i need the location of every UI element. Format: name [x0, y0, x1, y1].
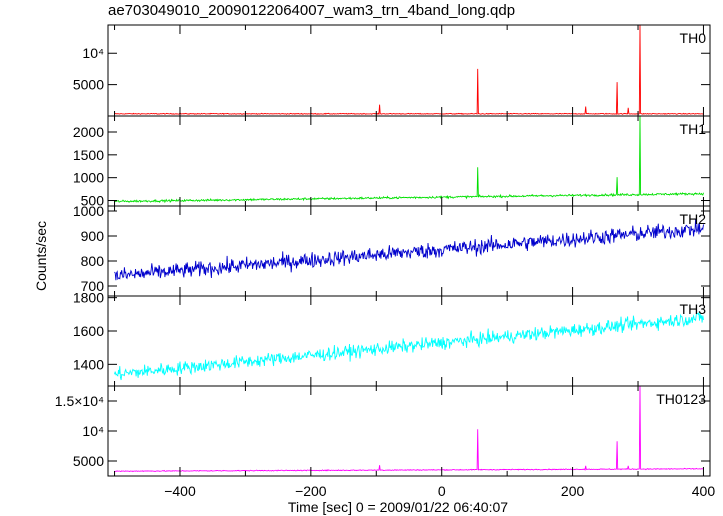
y-tick-label: 5000 [73, 77, 104, 93]
y-tick-label: 2000 [73, 124, 104, 140]
x-tick-label: 400 [692, 483, 716, 499]
panel-th3: 1400 1600 1800 TH3 [73, 290, 711, 387]
y-tick-label: 1.5×10⁴ [55, 393, 104, 409]
panel-label-th0123: TH0123 [656, 391, 706, 407]
x-tick-label: 0 [438, 483, 446, 499]
x-tick-label: −200 [295, 483, 327, 499]
panel-frame [107, 24, 711, 117]
y-tick-label: 1000 [73, 203, 104, 219]
chart-title: ae703049010_20090122064007_wam3_trn_4ban… [108, 2, 516, 19]
y-axis-title: Counts/sec [33, 221, 49, 291]
x-tick-label: −400 [164, 483, 196, 499]
panel-frame [107, 385, 711, 477]
y-tick-label: 800 [81, 253, 105, 269]
panel-label-th2: TH2 [680, 211, 707, 227]
y-tick-label: 10⁴ [82, 423, 104, 439]
series-line-th3 [114, 311, 704, 381]
panel-th1: 500 1000 1500 2000 TH1 [73, 115, 711, 209]
y-tick-label: 1800 [73, 290, 104, 306]
y-tick-label: 1000 [73, 170, 104, 186]
panel-th0: 5000 10⁴ TH0 [73, 24, 711, 117]
y-tick-label: 700 [81, 278, 105, 294]
y-tick-label: 1500 [73, 147, 104, 163]
y-tick-label: 900 [81, 228, 105, 244]
series-line-th0 [114, 24, 704, 116]
series-line-th0123 [114, 385, 704, 473]
panel-label-th0: TH0 [680, 30, 707, 46]
panel-frame [107, 115, 711, 207]
panel-th0123: 5000 10⁴ 1.5×10⁴ TH0123 [55, 385, 711, 477]
panel-frame [107, 205, 711, 297]
y-tick-label: 1600 [73, 323, 104, 339]
y-tick-label: 5000 [73, 453, 104, 469]
y-tick-label: 1400 [73, 356, 104, 372]
panel-label-th1: TH1 [680, 121, 707, 137]
y-tick-label: 500 [81, 193, 105, 209]
x-tick-label: 200 [561, 483, 585, 499]
series-line-th2 [114, 218, 704, 281]
panel-frame [107, 295, 711, 387]
panel-th2: 700 800 900 1000 TH2 [73, 203, 711, 297]
y-tick-label: 10⁴ [82, 45, 104, 61]
x-axis-title: Time [sec] 0 = 2009/01/22 06:40:07 [288, 499, 508, 515]
panel-label-th3: TH3 [680, 301, 707, 317]
series-line-th1 [114, 115, 704, 204]
